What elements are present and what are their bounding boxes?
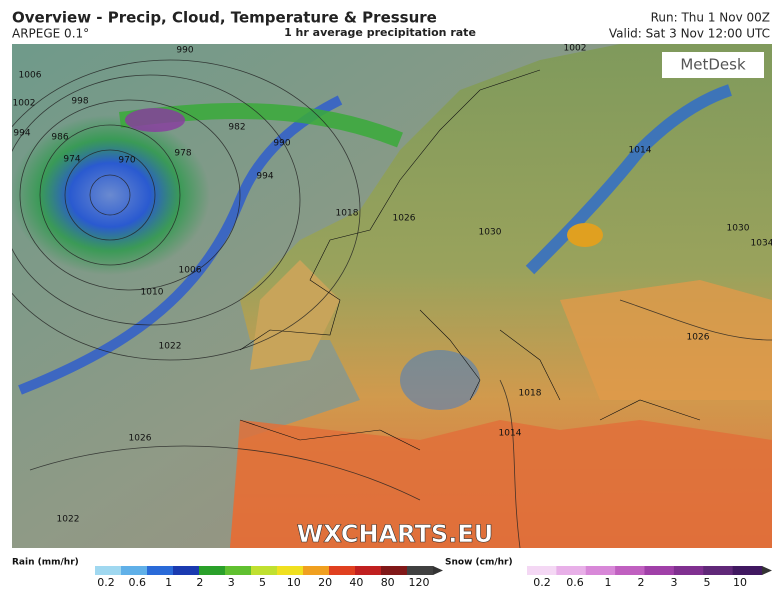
isobar-label: 970 bbox=[118, 156, 135, 166]
snow-tick: 5 bbox=[704, 576, 711, 589]
rain-color bbox=[225, 566, 252, 575]
snow-color bbox=[732, 566, 763, 575]
rain-color bbox=[329, 566, 356, 575]
isobar-label: 1006 bbox=[19, 71, 42, 81]
isobar-label: 1010 bbox=[141, 288, 164, 298]
isobar-label: 990 bbox=[176, 46, 193, 56]
isobar-label: 978 bbox=[174, 149, 191, 159]
isobar-label: 1002 bbox=[564, 44, 587, 54]
rain-color bbox=[303, 566, 330, 575]
rain-tick: 5 bbox=[259, 576, 266, 589]
rain-tick: 0.2 bbox=[97, 576, 115, 589]
rain-color bbox=[121, 566, 148, 575]
isobar-label: 986 bbox=[51, 133, 68, 143]
rain-arrow bbox=[433, 566, 443, 575]
isobar-label: 1018 bbox=[519, 389, 542, 399]
watermark: WXCHARTS.EU bbox=[297, 520, 493, 548]
rain-tick: 0.6 bbox=[129, 576, 147, 589]
snow-tick: 0.6 bbox=[566, 576, 584, 589]
title: Overview - Precip, Cloud, Temperature & … bbox=[12, 9, 437, 27]
isobar-label: 1014 bbox=[629, 146, 652, 156]
isobar-label: 1026 bbox=[393, 214, 416, 224]
map: MetDesk WXCHARTS.EU 990 1006 1002 998 994 986… bbox=[12, 44, 774, 548]
isobar-label: 1022 bbox=[57, 515, 80, 525]
rain-color bbox=[199, 566, 226, 575]
snow-legend-title: Snow (cm/hr) bbox=[445, 558, 513, 568]
snow-color bbox=[556, 566, 587, 575]
isobar-label: 1030 bbox=[727, 224, 750, 234]
snow-tick: 10 bbox=[733, 576, 747, 589]
isobar-label: 998 bbox=[71, 97, 88, 107]
valid: Valid: Sat 3 Nov 12:00 UTC bbox=[609, 27, 770, 41]
isobar-label: 1026 bbox=[129, 434, 152, 444]
isobar-label: 1018 bbox=[336, 209, 359, 219]
isobar-label: 1006 bbox=[179, 266, 202, 276]
snow-color bbox=[703, 566, 734, 575]
rain-color bbox=[147, 566, 174, 575]
isobar-label: 1034 bbox=[751, 239, 774, 249]
logo: MetDesk bbox=[680, 56, 746, 74]
snow-tick: 3 bbox=[671, 576, 678, 589]
rain-legend-title: Rain (mm/hr) bbox=[12, 558, 79, 568]
rain-tick: 20 bbox=[318, 576, 332, 589]
rain-color bbox=[407, 566, 434, 575]
isobar-label: 994 bbox=[13, 129, 30, 139]
snow-tick: 0.2 bbox=[533, 576, 551, 589]
snow-tick: 2 bbox=[638, 576, 645, 589]
rain-tick: 10 bbox=[287, 576, 301, 589]
snow-color bbox=[644, 566, 675, 575]
model: ARPEGE 0.1° bbox=[12, 27, 89, 41]
rain-tick: 3 bbox=[228, 576, 235, 589]
rain-color bbox=[355, 566, 382, 575]
rain-color bbox=[277, 566, 304, 575]
product: 1 hr average precipitation rate bbox=[284, 26, 476, 39]
snow-arrow bbox=[762, 566, 772, 575]
isobar-label: 994 bbox=[256, 172, 273, 182]
rain-color bbox=[251, 566, 278, 575]
run: Run: Thu 1 Nov 00Z bbox=[651, 11, 770, 25]
isobar-label: 982 bbox=[228, 123, 245, 133]
snow-color bbox=[673, 566, 704, 575]
snow-color bbox=[527, 566, 557, 575]
snow-color bbox=[615, 566, 645, 575]
isobar-label: 1026 bbox=[687, 333, 710, 343]
rain-tick: 120 bbox=[409, 576, 430, 589]
isobar-label: 1022 bbox=[159, 342, 182, 352]
rain-color bbox=[95, 566, 122, 575]
rain-color bbox=[381, 566, 408, 575]
isobar-label: 990 bbox=[273, 139, 290, 149]
rain-tick: 40 bbox=[349, 576, 363, 589]
isobar-label: 1002 bbox=[13, 99, 36, 109]
isobar-label: 974 bbox=[63, 155, 80, 165]
snow-tick: 1 bbox=[605, 576, 612, 589]
snow-color bbox=[585, 566, 616, 575]
isobar-label: 1030 bbox=[479, 228, 502, 238]
rain-tick: 1 bbox=[165, 576, 172, 589]
rain-tick: 2 bbox=[196, 576, 203, 589]
isobar-label: 1014 bbox=[499, 429, 522, 439]
rain-color bbox=[173, 566, 200, 575]
rain-tick: 80 bbox=[381, 576, 395, 589]
